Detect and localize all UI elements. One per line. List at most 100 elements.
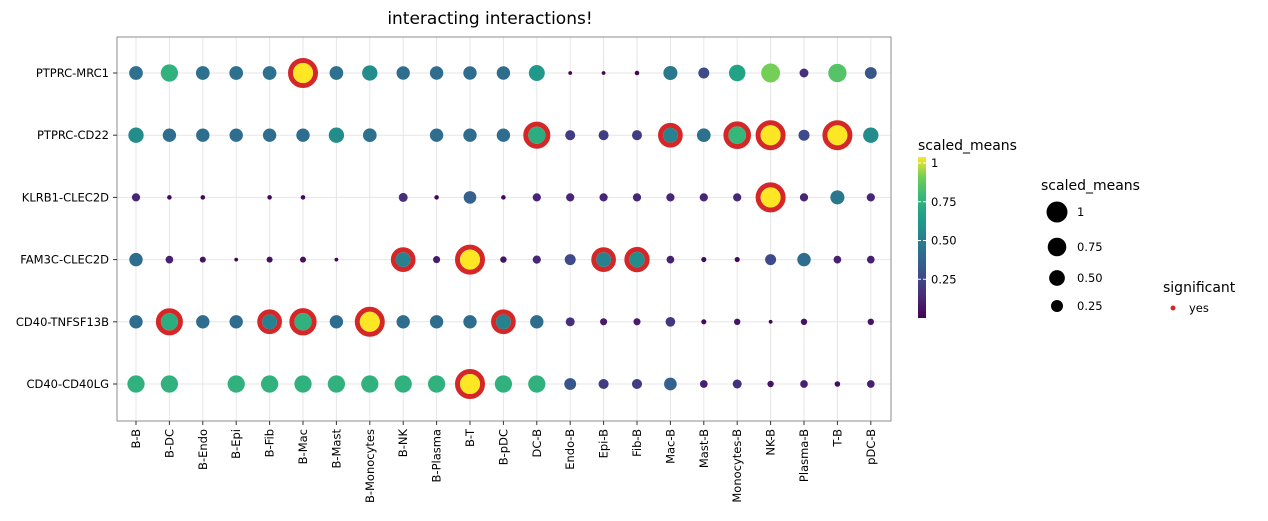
significance-legend-marker <box>1170 305 1176 311</box>
data-point <box>632 193 642 202</box>
data-point <box>665 316 676 327</box>
data-point <box>262 314 277 330</box>
data-point <box>160 375 179 393</box>
significance-ring <box>723 121 751 149</box>
data-point <box>398 192 408 202</box>
data-point <box>128 127 144 143</box>
data-point <box>359 311 380 332</box>
data-point <box>598 130 609 141</box>
data-point <box>460 374 480 394</box>
y-tick-label: KLRB1-CLEC2D <box>22 190 109 204</box>
data-point <box>294 375 312 393</box>
x-tick-label: B-Fib <box>263 429 277 457</box>
data-point <box>732 379 742 389</box>
x-tick-label: T-B <box>830 429 844 448</box>
data-point <box>733 318 741 326</box>
x-tick-label: B-pDC <box>496 429 510 465</box>
x-tick-label: Endo-B <box>563 429 577 470</box>
y-axis-ticks: PTPRC-MRC1 PTPRC-CD22 KLRB1-CLEC2D FAM3C-CL… <box>16 66 117 391</box>
x-tick-label: B-Mast <box>329 429 343 469</box>
data-point <box>828 63 847 83</box>
data-point <box>496 66 511 80</box>
data-point <box>196 128 210 142</box>
data-point <box>260 375 279 393</box>
data-point <box>564 378 577 390</box>
data-point <box>463 128 477 142</box>
data-point <box>866 193 875 202</box>
data-point <box>229 128 243 142</box>
y-tick-label: PTPRC-CD22 <box>37 128 109 142</box>
significance-ring <box>822 120 853 151</box>
y-tick-label: CD40-TNFSF13B <box>16 315 109 329</box>
data-point <box>761 63 781 83</box>
data-point <box>564 254 576 266</box>
size-legend-label: 0.75 <box>1077 240 1103 254</box>
data-point <box>666 193 675 202</box>
x-tick-label: B-Epi <box>229 429 243 459</box>
data-point <box>566 193 575 202</box>
size-legend-marker <box>1047 237 1067 257</box>
data-point <box>196 315 210 329</box>
size-legend-label: 0.25 <box>1077 299 1103 313</box>
data-point <box>797 252 811 267</box>
size-legend-marker <box>1046 201 1068 223</box>
data-point <box>565 130 576 141</box>
data-point <box>262 66 277 80</box>
significance-ring <box>289 308 317 336</box>
significance-legend-title: significant <box>1163 280 1236 296</box>
size-legend-marker <box>1049 270 1065 286</box>
data-point <box>568 71 573 75</box>
data-point <box>701 319 707 325</box>
data-point <box>598 378 609 390</box>
data-point <box>294 313 312 331</box>
data-point <box>834 381 841 387</box>
data-point <box>866 380 875 388</box>
data-point <box>429 315 444 329</box>
data-point <box>599 193 608 202</box>
x-tick-label: DC-B <box>530 429 544 458</box>
data-point <box>167 195 172 200</box>
data-point <box>833 255 842 264</box>
data-point <box>394 375 412 393</box>
data-point <box>327 375 346 393</box>
size-legend-marker <box>1051 300 1063 312</box>
data-points <box>127 58 879 399</box>
x-tick-label: Mast-B <box>697 429 711 468</box>
data-point <box>601 71 606 75</box>
data-point <box>160 64 179 82</box>
data-point <box>296 128 310 142</box>
data-point <box>799 68 809 78</box>
data-point <box>798 129 810 141</box>
colorbar-tick-label: 0.50 <box>931 234 957 248</box>
data-point <box>733 193 742 202</box>
y-tick-label: CD40-CD40LG <box>26 377 109 391</box>
data-point <box>696 128 711 143</box>
size-legend-title: scaled_means <box>1041 178 1140 194</box>
data-point <box>329 66 344 80</box>
data-point <box>600 318 608 326</box>
data-point <box>867 318 875 326</box>
data-point <box>633 318 641 326</box>
plot-background <box>117 37 891 421</box>
data-point <box>728 64 746 82</box>
data-point <box>460 249 480 270</box>
colorbar-tick-label: 0.25 <box>931 272 957 286</box>
x-tick-label: NK-B <box>764 429 778 456</box>
data-point <box>494 375 513 393</box>
significance-ring <box>155 308 183 336</box>
x-axis-ticks: B-B B-DC B-Endo B-Epi B-Fib B-Mac B-Mast B-Mono… <box>129 421 878 503</box>
significance-ring <box>658 122 683 148</box>
data-point <box>129 66 143 80</box>
x-tick-label: Mac-B <box>663 429 677 464</box>
data-point <box>362 128 377 143</box>
data-point <box>664 377 677 391</box>
data-point <box>830 190 845 205</box>
data-point <box>734 257 740 263</box>
data-point <box>362 65 378 81</box>
color-legend: scaled_means 1 0.75 0.50 0.25 <box>918 138 1017 318</box>
data-point <box>496 128 511 142</box>
data-point <box>701 257 707 263</box>
significance-legend-label: yes <box>1189 301 1209 315</box>
data-point <box>160 313 178 331</box>
significance-ring <box>354 306 385 337</box>
